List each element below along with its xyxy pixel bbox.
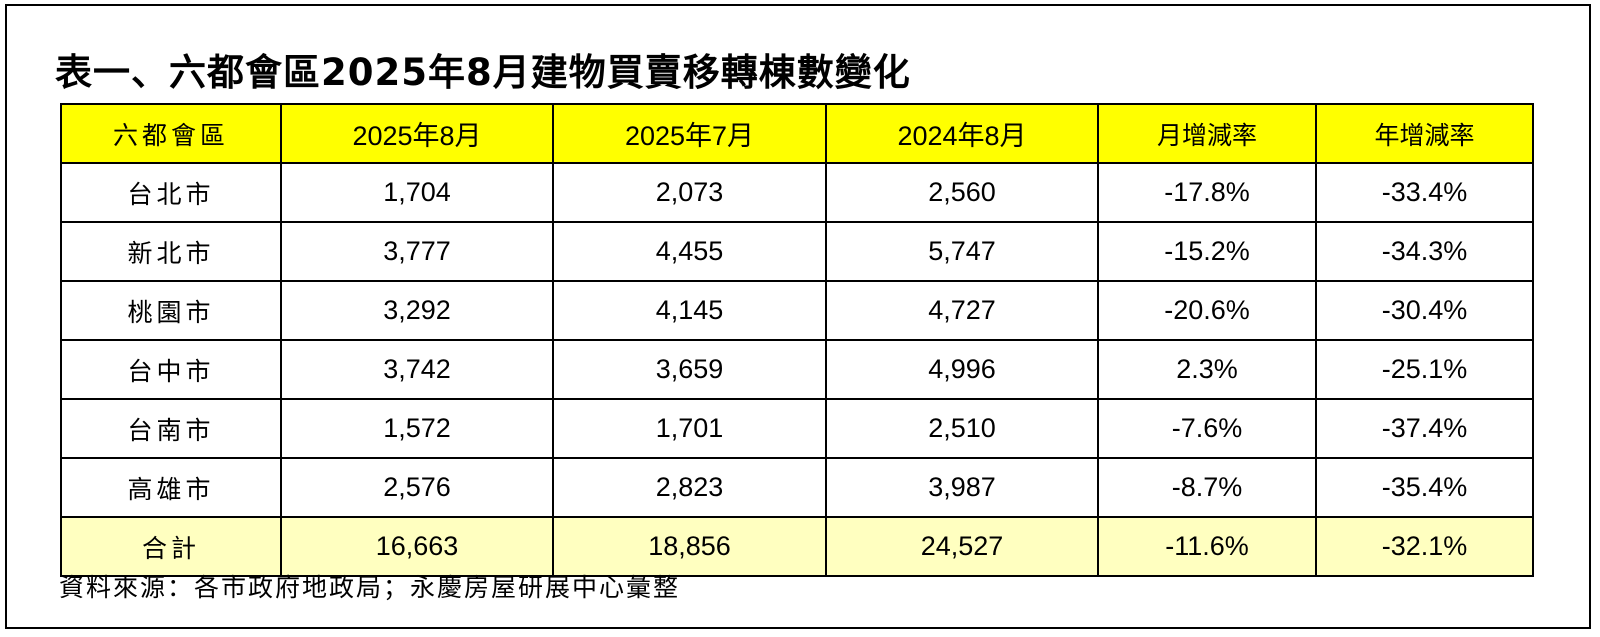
table-row: 台南市 1,572 1,701 2,510 -7.6% -37.4% bbox=[60, 398, 1534, 459]
aug-2025-cell: 1,704 bbox=[280, 162, 554, 223]
total-aug-2025: 16,663 bbox=[280, 516, 554, 577]
region-cell: 台北市 bbox=[60, 162, 282, 223]
header-jul-2025: 2025年7月 bbox=[552, 103, 827, 164]
region-cell: 桃園市 bbox=[60, 280, 282, 341]
table-row: 台中市 3,742 3,659 4,996 2.3% -25.1% bbox=[60, 339, 1534, 400]
jul-2025-cell: 4,455 bbox=[552, 221, 827, 282]
total-yoy-change: -32.1% bbox=[1315, 516, 1534, 577]
table-row: 台北市 1,704 2,073 2,560 -17.8% -33.4% bbox=[60, 162, 1534, 223]
yoy-change-cell: -34.3% bbox=[1315, 221, 1534, 282]
mom-change-cell: -17.8% bbox=[1097, 162, 1317, 223]
yoy-change-cell: -30.4% bbox=[1315, 280, 1534, 341]
table-row: 新北市 3,777 4,455 5,747 -15.2% -34.3% bbox=[60, 221, 1534, 282]
mom-change-cell: 2.3% bbox=[1097, 339, 1317, 400]
table-row: 高雄市 2,576 2,823 3,987 -8.7% -35.4% bbox=[60, 457, 1534, 518]
jul-2025-cell: 3,659 bbox=[552, 339, 827, 400]
aug-2025-cell: 3,777 bbox=[280, 221, 554, 282]
yoy-change-cell: -37.4% bbox=[1315, 398, 1534, 459]
yoy-change-cell: -35.4% bbox=[1315, 457, 1534, 518]
mom-change-cell: -20.6% bbox=[1097, 280, 1317, 341]
total-mom-change: -11.6% bbox=[1097, 516, 1317, 577]
total-row: 合計 16,663 18,856 24,527 -11.6% -32.1% bbox=[60, 516, 1534, 577]
aug-2025-cell: 3,742 bbox=[280, 339, 554, 400]
region-cell: 新北市 bbox=[60, 221, 282, 282]
total-aug-2024: 24,527 bbox=[825, 516, 1099, 577]
data-table: 六都會區 2025年8月 2025年7月 2024年8月 月增減率 年增減率 台… bbox=[60, 103, 1534, 577]
aug-2025-cell: 3,292 bbox=[280, 280, 554, 341]
aug-2024-cell: 2,510 bbox=[825, 398, 1099, 459]
total-label: 合計 bbox=[60, 516, 282, 577]
jul-2025-cell: 2,823 bbox=[552, 457, 827, 518]
yoy-change-cell: -33.4% bbox=[1315, 162, 1534, 223]
region-cell: 高雄市 bbox=[60, 457, 282, 518]
region-cell: 台中市 bbox=[60, 339, 282, 400]
aug-2025-cell: 1,572 bbox=[280, 398, 554, 459]
jul-2025-cell: 4,145 bbox=[552, 280, 827, 341]
aug-2024-cell: 2,560 bbox=[825, 162, 1099, 223]
aug-2024-cell: 5,747 bbox=[825, 221, 1099, 282]
aug-2025-cell: 2,576 bbox=[280, 457, 554, 518]
total-jul-2025: 18,856 bbox=[552, 516, 827, 577]
mom-change-cell: -8.7% bbox=[1097, 457, 1317, 518]
header-mom-change: 月增減率 bbox=[1097, 103, 1317, 164]
region-cell: 台南市 bbox=[60, 398, 282, 459]
source-note: 資料來源：各市政府地政局；永慶房屋研展中心彙整 bbox=[59, 573, 681, 602]
table-row: 桃園市 3,292 4,145 4,727 -20.6% -30.4% bbox=[60, 280, 1534, 341]
jul-2025-cell: 2,073 bbox=[552, 162, 827, 223]
mom-change-cell: -7.6% bbox=[1097, 398, 1317, 459]
header-row: 六都會區 2025年8月 2025年7月 2024年8月 月增減率 年增減率 bbox=[60, 103, 1534, 164]
aug-2024-cell: 4,727 bbox=[825, 280, 1099, 341]
aug-2024-cell: 4,996 bbox=[825, 339, 1099, 400]
header-aug-2025: 2025年8月 bbox=[280, 103, 554, 164]
yoy-change-cell: -25.1% bbox=[1315, 339, 1534, 400]
aug-2024-cell: 3,987 bbox=[825, 457, 1099, 518]
table-title: 表一、六都會區2025年8月建物買賣移轉棟數變化 bbox=[55, 51, 911, 94]
header-aug-2024: 2024年8月 bbox=[825, 103, 1099, 164]
header-yoy-change: 年增減率 bbox=[1315, 103, 1534, 164]
mom-change-cell: -15.2% bbox=[1097, 221, 1317, 282]
document-frame: 表一、六都會區2025年8月建物買賣移轉棟數變化 六都會區 2025年8月 20… bbox=[5, 4, 1591, 629]
header-region: 六都會區 bbox=[60, 103, 282, 164]
jul-2025-cell: 1,701 bbox=[552, 398, 827, 459]
